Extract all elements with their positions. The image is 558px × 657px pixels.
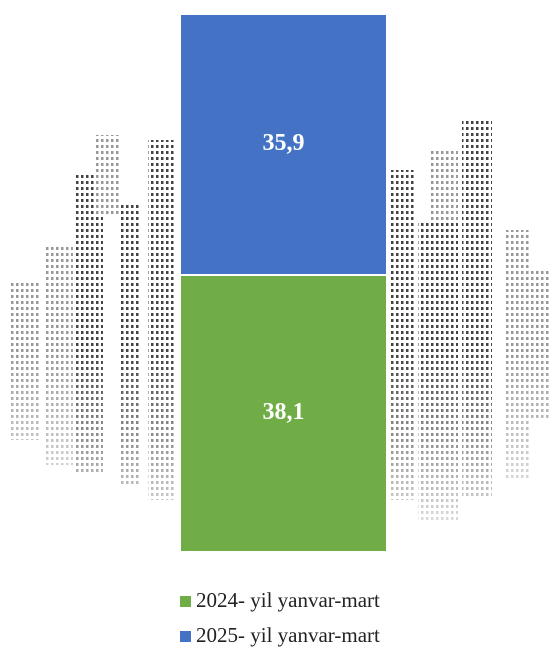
value-label: 35,9 bbox=[263, 130, 305, 156]
bar-segment bbox=[179, 13, 388, 277]
legend-swatch bbox=[180, 596, 191, 607]
bars: 38,1 35,9 bbox=[179, 13, 388, 553]
legend-label: 2024- yil yanvar-mart bbox=[196, 588, 380, 612]
bar-segment bbox=[179, 274, 388, 553]
value-label: 38,1 bbox=[263, 399, 305, 425]
legend-label: 2025- yil yanvar-mart bbox=[196, 623, 380, 647]
legend-swatch bbox=[180, 631, 191, 642]
legend: 2024- yil yanvar-mart 2025- yil yanvar-ma… bbox=[180, 588, 380, 647]
